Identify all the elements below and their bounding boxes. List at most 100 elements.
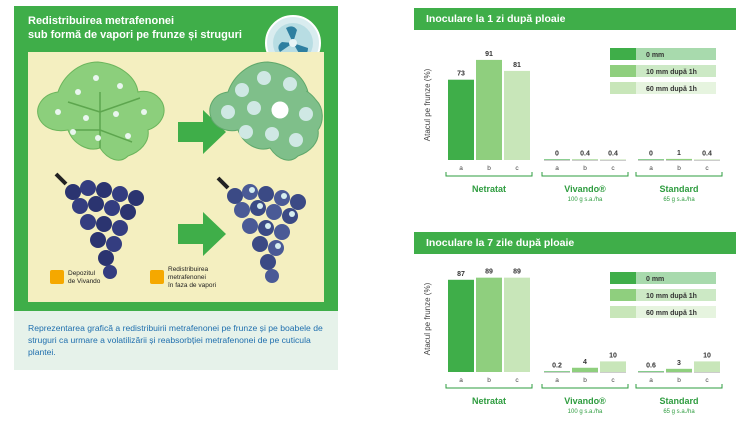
bar-standard-b: [666, 368, 692, 372]
chart-title-2: Inoculare la 7 zile după ploaie: [426, 237, 575, 249]
x-tick-label: a: [649, 165, 653, 172]
legend-redistribution-line1: Redistribuirea: [168, 266, 209, 273]
illustration-title: Redistribuirea metrafenonei sub formă de…: [28, 14, 242, 42]
grape-before-icon: [54, 172, 144, 279]
bar-standard-a: [638, 371, 664, 372]
bar-netratat-c: [504, 70, 530, 160]
data-label: 1: [677, 150, 681, 157]
bar-netratat-b: [476, 59, 502, 160]
data-label: 0.6: [646, 362, 656, 369]
bar-netratat-b: [476, 277, 502, 372]
legend-label: 60 mm după 1h: [646, 310, 697, 317]
bar-standard-a: [638, 159, 664, 160]
group-bracket: [635, 172, 723, 177]
x-tick-label: c: [515, 377, 519, 384]
group-label: Netratat: [472, 184, 506, 194]
x-tick-label: a: [459, 377, 463, 384]
group-sublabel: 65 g s.a./ha: [663, 409, 695, 415]
bar-vivando-b: [572, 159, 598, 160]
chart-panel-1: Inoculare la 1 zi după ploaie Atacul pe …: [414, 8, 736, 213]
legend-deposit-line1: Depozitul: [68, 270, 96, 277]
chart-2-plot: Atacul pe frunze (%) 87 a 89 b 89 c Netratat 0.2…: [423, 269, 723, 415]
chart-panel-2: Inoculare la 7 zile după ploaie Atacul p…: [414, 232, 736, 422]
legend-redistribution-line2: metrafenonei: [168, 274, 206, 281]
legend-band: [636, 65, 716, 77]
bar-vivando-b: [572, 367, 598, 372]
chart-header-2: Inoculare la 7 zile după ploaie: [414, 232, 736, 254]
bar-vivando-a: [544, 159, 570, 160]
bar-standard-c: [694, 159, 720, 160]
leaf-after-icon: [209, 61, 323, 161]
data-label: 0.2: [552, 362, 562, 369]
x-tick-label: c: [515, 165, 519, 172]
group-bracket: [635, 384, 723, 389]
data-label: 3: [677, 360, 681, 367]
data-label: 0: [555, 150, 559, 157]
x-tick-label: b: [583, 377, 587, 384]
data-label: 73: [457, 71, 465, 78]
group-label: Standard: [659, 184, 698, 194]
legend-band: [636, 48, 716, 60]
legend-swatch: [610, 48, 636, 60]
data-label: 91: [485, 51, 493, 58]
data-label: 89: [513, 269, 521, 276]
chart-header-1: Inoculare la 1 zi după ploaie: [414, 8, 736, 30]
group-bracket: [541, 384, 629, 389]
legend-label: 0 mm: [646, 52, 664, 59]
legend-label: 10 mm după 1h: [646, 293, 697, 300]
x-tick-label: a: [555, 377, 559, 384]
group-label: Netratat: [472, 396, 506, 406]
illustration-background: Depozitul de Vivando Redistribuirea metr…: [28, 52, 324, 302]
x-tick-label: b: [677, 165, 681, 172]
legend-redistribution-line3: în faza de vapori: [168, 282, 217, 289]
x-tick-label: c: [705, 377, 709, 384]
group-bracket: [445, 384, 533, 389]
group-sublabel: 100 g s.a./ha: [568, 409, 603, 415]
legend-deposit-line2: de Vivando: [68, 278, 101, 285]
legend-band: [636, 306, 716, 318]
data-label: 87: [457, 271, 465, 278]
vapor-redistribution-icon: [150, 270, 164, 284]
data-label: 81: [513, 62, 521, 69]
y-axis-label: Atacul pe frunze (%): [423, 68, 432, 141]
group-label: Vivando®: [564, 396, 606, 406]
x-tick-label: a: [649, 377, 653, 384]
x-tick-label: a: [459, 165, 463, 172]
bar-standard-b: [666, 158, 692, 160]
x-tick-label: a: [555, 165, 559, 172]
data-label: 0.4: [702, 150, 712, 157]
x-tick-label: b: [583, 165, 587, 172]
data-label: 10: [703, 352, 711, 359]
group-label: Vivando®: [564, 184, 606, 194]
legend-band: [636, 289, 716, 301]
legend-swatch: [610, 65, 636, 77]
data-label: 89: [485, 269, 493, 276]
data-label: 4: [583, 359, 587, 366]
group-label: Standard: [659, 396, 698, 406]
bar-netratat-a: [448, 79, 474, 160]
y-axis-label: Atacul pe frunze (%): [423, 282, 432, 355]
group-sublabel: 65 g s.a./ha: [663, 197, 695, 203]
legend-swatch: [610, 306, 636, 318]
legend-label: 0 mm: [646, 276, 664, 283]
x-tick-label: c: [611, 377, 615, 384]
legend-label: 60 mm după 1h: [646, 86, 697, 93]
bar-vivando-c: [600, 361, 626, 372]
x-tick-label: c: [705, 165, 709, 172]
arrow-right-icon: [178, 212, 226, 256]
vivando-deposit-icon: [50, 270, 64, 284]
leaf-before-icon: [37, 61, 165, 161]
legend-swatch: [610, 289, 636, 301]
data-label: 0: [649, 150, 653, 157]
legend-redistribution: Redistribuirea metrafenonei în faza de v…: [168, 266, 216, 290]
data-label: 0.4: [580, 150, 590, 157]
bar-vivando-c: [600, 159, 626, 160]
x-tick-label: c: [611, 165, 615, 172]
bar-standard-c: [694, 361, 720, 372]
chart-1-plot: Atacul pe frunze (%) 73 a 91 b 81 c Netratat 0 a 0…: [423, 48, 723, 203]
group-bracket: [445, 172, 533, 177]
data-label: 0.4: [608, 150, 618, 157]
bar-netratat-a: [448, 279, 474, 372]
legend-swatch: [610, 82, 636, 94]
chart-title-1: Inoculare la 1 zi după ploaie: [426, 13, 566, 25]
